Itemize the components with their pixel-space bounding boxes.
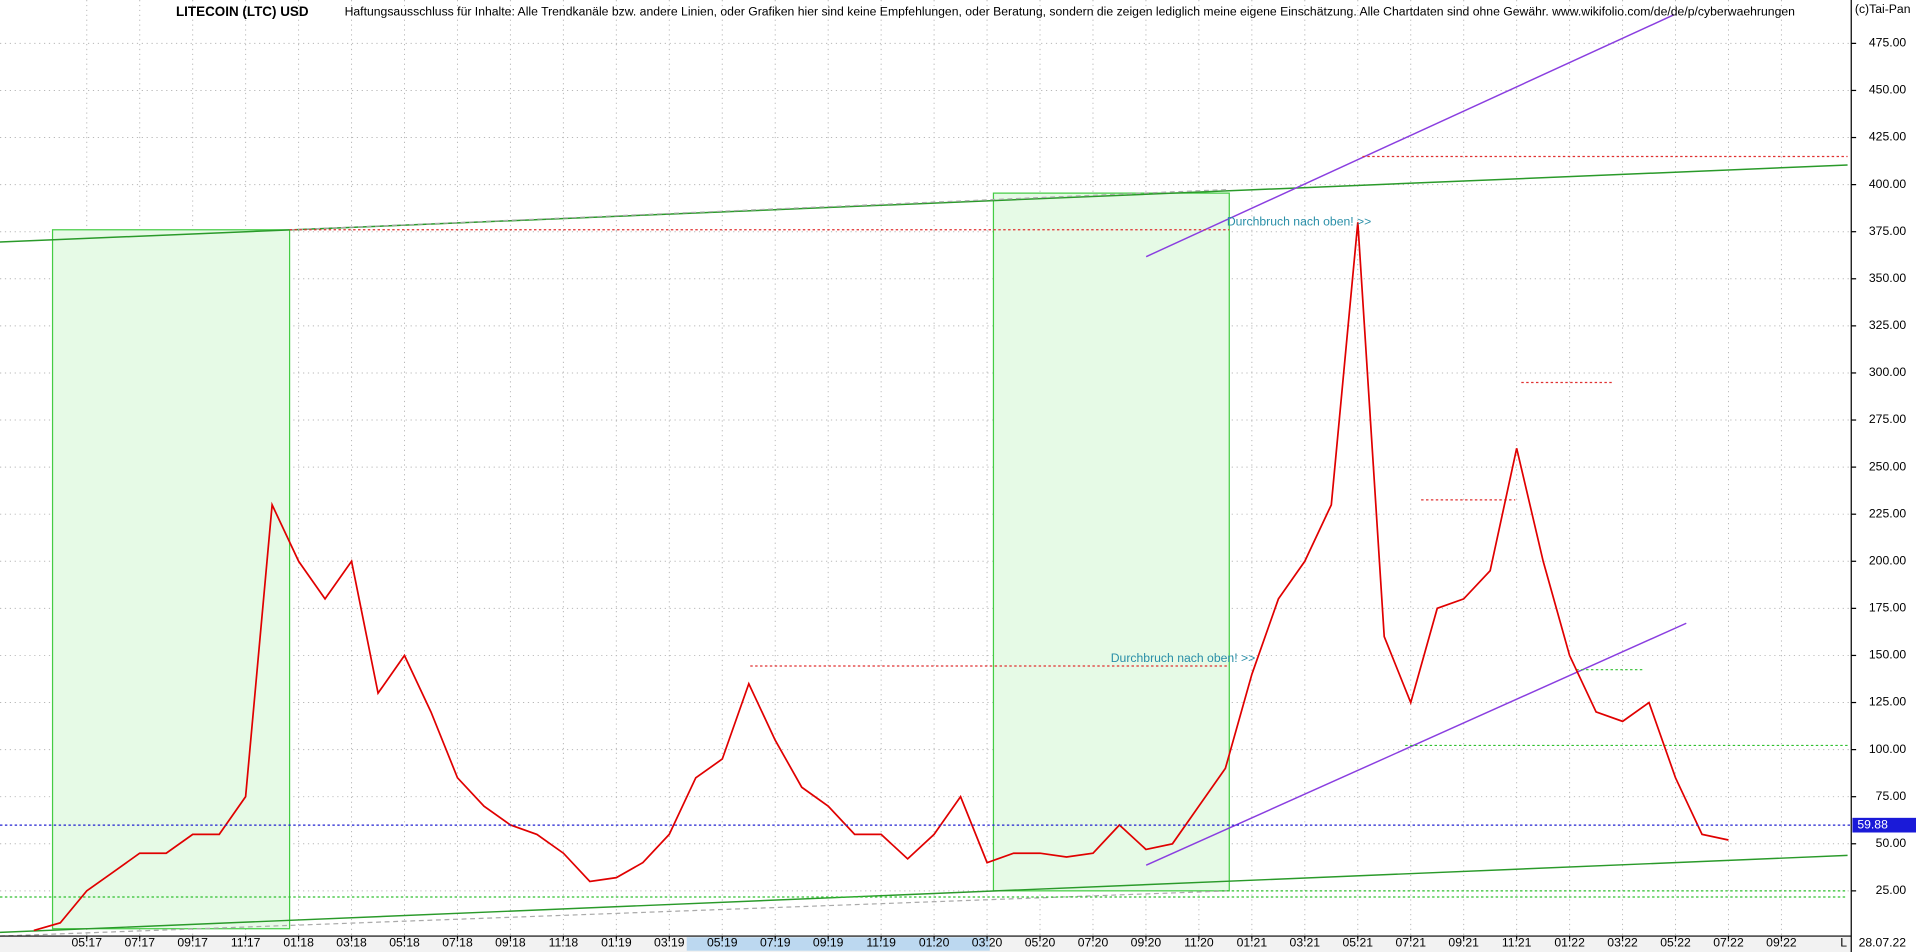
y-tick-label: 250.00 [1869,459,1907,473]
x-axis-highlight [686,937,990,951]
x-tick-label: 01:18 [283,936,314,950]
x-tick-label: 05:19 [707,936,738,950]
price-line [33,222,1729,932]
grid [0,0,1852,937]
x-tick-label: 11:18 [549,936,579,950]
trend-line [0,854,1848,934]
x-tick-label: 05:18 [389,936,420,950]
y-tick-label: 75.00 [1876,789,1907,803]
x-tick-label: 01:22 [1554,936,1585,950]
x-tick-label: 01:20 [919,936,950,950]
y-tick-label: 275.00 [1869,412,1907,426]
x-tick-label: 05:21 [1342,936,1373,950]
x-tick-label: 07:17 [124,936,155,950]
x-tick-label: 09:18 [495,936,526,950]
x-tick-label: 03:22 [1607,936,1638,950]
y-tick-label: 150.00 [1869,648,1907,662]
annotation: Durchbruch nach oben! >> [1227,215,1372,229]
y-tick-label: 375.00 [1869,224,1907,238]
x-tick-label: 11:20 [1184,936,1214,950]
x-tick-label: 07:22 [1713,936,1744,950]
y-tick-label: 50.00 [1876,836,1907,850]
y-tick-label: 350.00 [1869,271,1907,285]
annotation: Durchbruch nach oben! >> [1111,651,1256,665]
x-tick-label: 03:19 [654,936,685,950]
y-tick-label: 400.00 [1869,177,1907,191]
trend-line [289,188,1230,231]
x-tick-label: 05:17 [71,936,102,950]
x-tick-label: 07:18 [442,936,473,950]
y-tick-label: 300.00 [1869,365,1907,379]
x-tick-label: 07:19 [760,936,791,950]
y-tick-label: 425.00 [1869,130,1907,144]
x-tick-label: 11:19 [866,936,896,950]
last-price-label: 59.88 [1857,817,1888,831]
last-price-box [1852,817,1916,833]
x-tick-label: 07:20 [1078,936,1109,950]
x-tick-label: 03:21 [1290,936,1321,950]
y-tick-label: 325.00 [1869,318,1907,332]
x-tick-label: 09:21 [1448,936,1479,950]
chart-subtitle: Haftungsausschluss für Inhalte: Alle Tre… [345,4,1795,18]
axis-mode: L [1840,936,1847,950]
y-tick-label: 475.00 [1869,36,1907,50]
zone [992,192,1230,892]
y-tick-label: 200.00 [1869,554,1907,568]
x-tick-label: 01:21 [1237,936,1268,950]
y-tick-label: 125.00 [1869,695,1907,709]
last-date: 28.07.22 [1859,936,1907,950]
x-tick-label: 05:22 [1660,936,1691,950]
x-tick-label: 11:17 [231,936,261,950]
x-tick-label: 01:19 [601,936,632,950]
channel-line [1145,622,1687,866]
x-tick-label: 09:17 [177,936,208,950]
x-tick-label: 03:20 [972,936,1003,950]
y-tick-label: 100.00 [1869,742,1907,756]
zone [51,229,291,930]
data [0,222,1852,932]
channel-line [1145,14,1675,258]
y-tick-label: 25.00 [1876,883,1907,897]
y-tick-label: 175.00 [1869,601,1907,615]
x-tick-label: 09:19 [813,936,844,950]
x-tick-label: 09:22 [1766,936,1797,950]
source: (c)Tai-Pan [1855,2,1911,16]
x-tick-label: 11:21 [1502,936,1532,950]
x-tick-label: 05:20 [1025,936,1056,950]
y-tick-label: 450.00 [1869,83,1907,97]
x-tick-label: 09:20 [1131,936,1162,950]
chart-title: LITECOIN (LTC) USD [176,4,309,19]
x-tick-label: 07:21 [1395,936,1426,950]
x-tick-label: 03:18 [336,936,367,950]
y-tick-label: 225.00 [1869,506,1907,520]
